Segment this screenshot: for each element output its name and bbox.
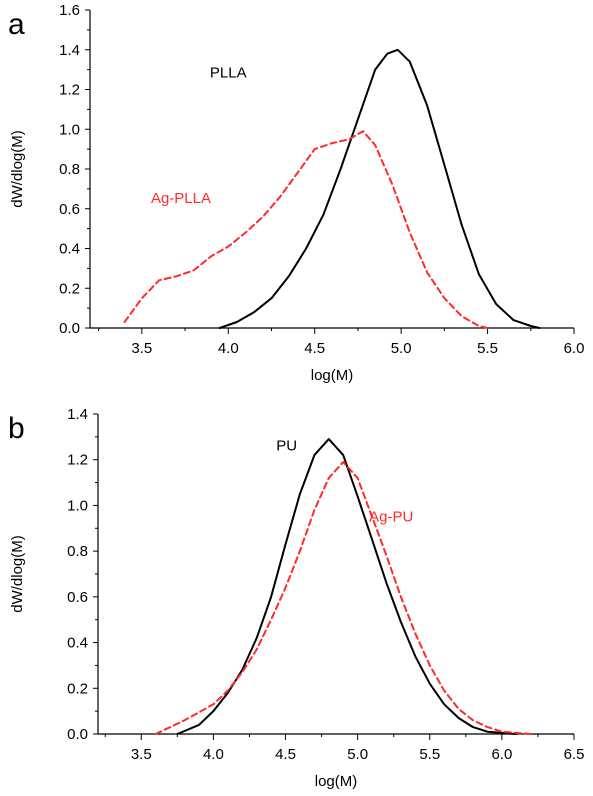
panel-letter-a: a <box>8 8 25 41</box>
y-tick-label: 1.2 <box>67 452 88 469</box>
y-tick-label: 0.8 <box>59 161 80 178</box>
y-tick-label: 1.4 <box>59 42 80 59</box>
x-tick-label: 6.0 <box>491 746 512 763</box>
x-tick-label: 4.0 <box>218 340 239 357</box>
y-axis-title: dW/dlog(M) <box>9 535 26 613</box>
series-line-plla <box>218 48 541 329</box>
x-tick-label: 4.5 <box>275 746 296 763</box>
x-tick-label: 5.5 <box>419 746 440 763</box>
y-tick-label: 0.0 <box>59 320 80 337</box>
chart-a: 0.0 0.2 0.4 0.6 0.8 1.0 1.2 1.4 1.6 3.5 4.0 4.5 5.0 5… <box>9 2 584 384</box>
chart-b: 0.0 0.2 0.4 0.6 0.8 1.0 1.2 1.4 3.5 4.0 4.5 5.0 5.5 6… <box>9 406 584 790</box>
series-line-ag-pu <box>154 461 532 735</box>
y-tick-label: 0.6 <box>59 201 80 218</box>
x-tick-label: 5.5 <box>477 340 498 357</box>
x-tick-label: 3.5 <box>131 340 152 357</box>
y-tick-label: 0.2 <box>59 280 80 297</box>
x-tick-label: 6.5 <box>564 746 585 763</box>
y-tick-label: 0.8 <box>67 543 88 560</box>
y-tick-label: 1.6 <box>59 2 80 19</box>
x-axis-title: log(M) <box>311 367 354 384</box>
x-tick-label: 5.0 <box>347 746 368 763</box>
x-tick-label: 4.0 <box>203 746 224 763</box>
y-tick-label: 0.4 <box>59 241 80 258</box>
y-tick-label: 0.6 <box>67 589 88 606</box>
y-tick-label: 0.2 <box>67 680 88 697</box>
y-tick-label: 1.0 <box>67 497 88 514</box>
x-tick-label: 6.0 <box>564 340 585 357</box>
x-axis-title: log(M) <box>315 773 358 790</box>
y-axis-title: dW/dlog(M) <box>9 130 26 208</box>
y-tick-label: 0.0 <box>67 726 88 743</box>
series-label-pu: PU <box>276 438 297 455</box>
panel-letter-b: b <box>8 412 25 445</box>
y-tick-label: 1.4 <box>67 406 88 423</box>
axes-frame <box>89 10 574 329</box>
series-line-ag-plla <box>123 130 489 329</box>
y-tick-label: 0.4 <box>67 635 88 652</box>
y-tick-label: 1.0 <box>59 121 80 138</box>
series-label-plla: PLLA <box>210 65 247 82</box>
x-tick-label: 4.5 <box>304 340 325 357</box>
x-tick-label: 3.5 <box>131 746 152 763</box>
y-tick-label: 1.2 <box>59 82 80 99</box>
series-label-ag-pu: Ag-PU <box>369 508 413 525</box>
x-tick-label: 5.0 <box>391 340 412 357</box>
axes-frame <box>97 414 574 735</box>
series-label-ag-plla: Ag-PLLA <box>151 190 211 207</box>
